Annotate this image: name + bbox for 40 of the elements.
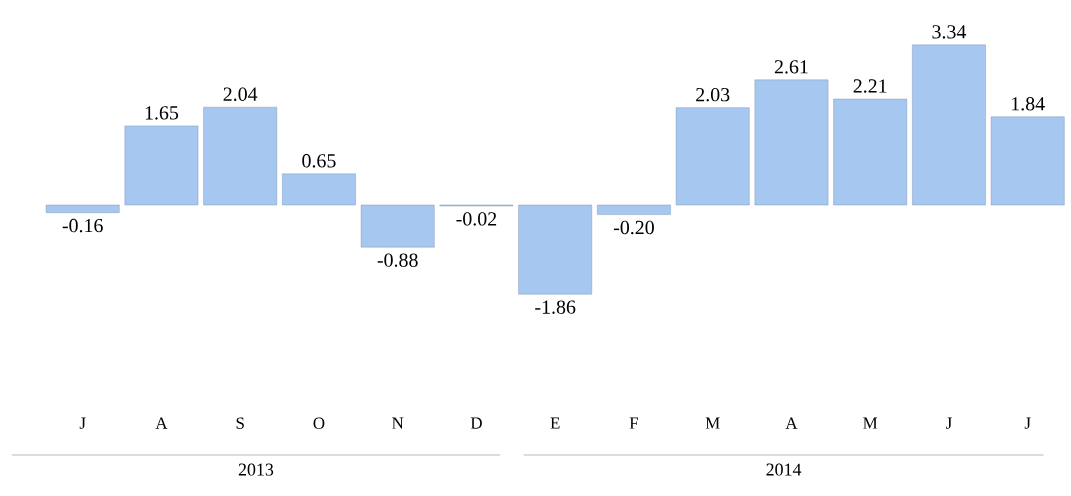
data-label: 0.65 <box>302 154 336 168</box>
x-tick-label: M <box>863 417 878 429</box>
data-label: -1.86 <box>535 300 576 314</box>
x-tick-label: E <box>550 417 560 429</box>
x-tick-label: J <box>1024 417 1031 429</box>
data-label: 3.34 <box>932 25 967 39</box>
bar <box>282 173 356 206</box>
x-tick-label: J <box>79 417 86 429</box>
x-tick-label: M <box>705 417 720 429</box>
data-label: 2.03 <box>696 87 730 102</box>
x-tick-label: O <box>313 417 325 429</box>
x-tick-label: N <box>392 417 404 429</box>
bar <box>124 125 199 206</box>
text: 2014 <box>766 463 802 476</box>
bar <box>45 204 120 213</box>
x-tick-label: A <box>785 417 798 429</box>
x-tick-label: J <box>946 417 952 429</box>
data-label: 1.65 <box>145 106 179 120</box>
bar <box>597 204 671 215</box>
x-tick-label: S <box>236 417 244 429</box>
bar <box>518 204 593 295</box>
bar <box>203 106 278 206</box>
bar <box>833 98 908 206</box>
data-label: 2.04 <box>223 87 258 101</box>
data-label: -0.20 <box>613 220 654 235</box>
text: 2013 <box>238 463 274 476</box>
bar <box>990 116 1065 206</box>
data-label: 2.61 <box>774 60 808 74</box>
data-label: 1.84 <box>1012 97 1045 111</box>
bar <box>675 107 750 206</box>
data-label: 2.21 <box>853 79 887 93</box>
x-tick-label: D <box>470 417 482 429</box>
x-tick-label: A <box>155 417 168 429</box>
data-label: -0.16 <box>62 218 103 233</box>
bar <box>912 44 986 206</box>
data-label: -0.88 <box>377 253 418 267</box>
x-tick-label: F <box>629 417 639 429</box>
bar <box>754 79 829 206</box>
data-label: -0.02 <box>456 212 497 226</box>
bar <box>360 204 435 248</box>
